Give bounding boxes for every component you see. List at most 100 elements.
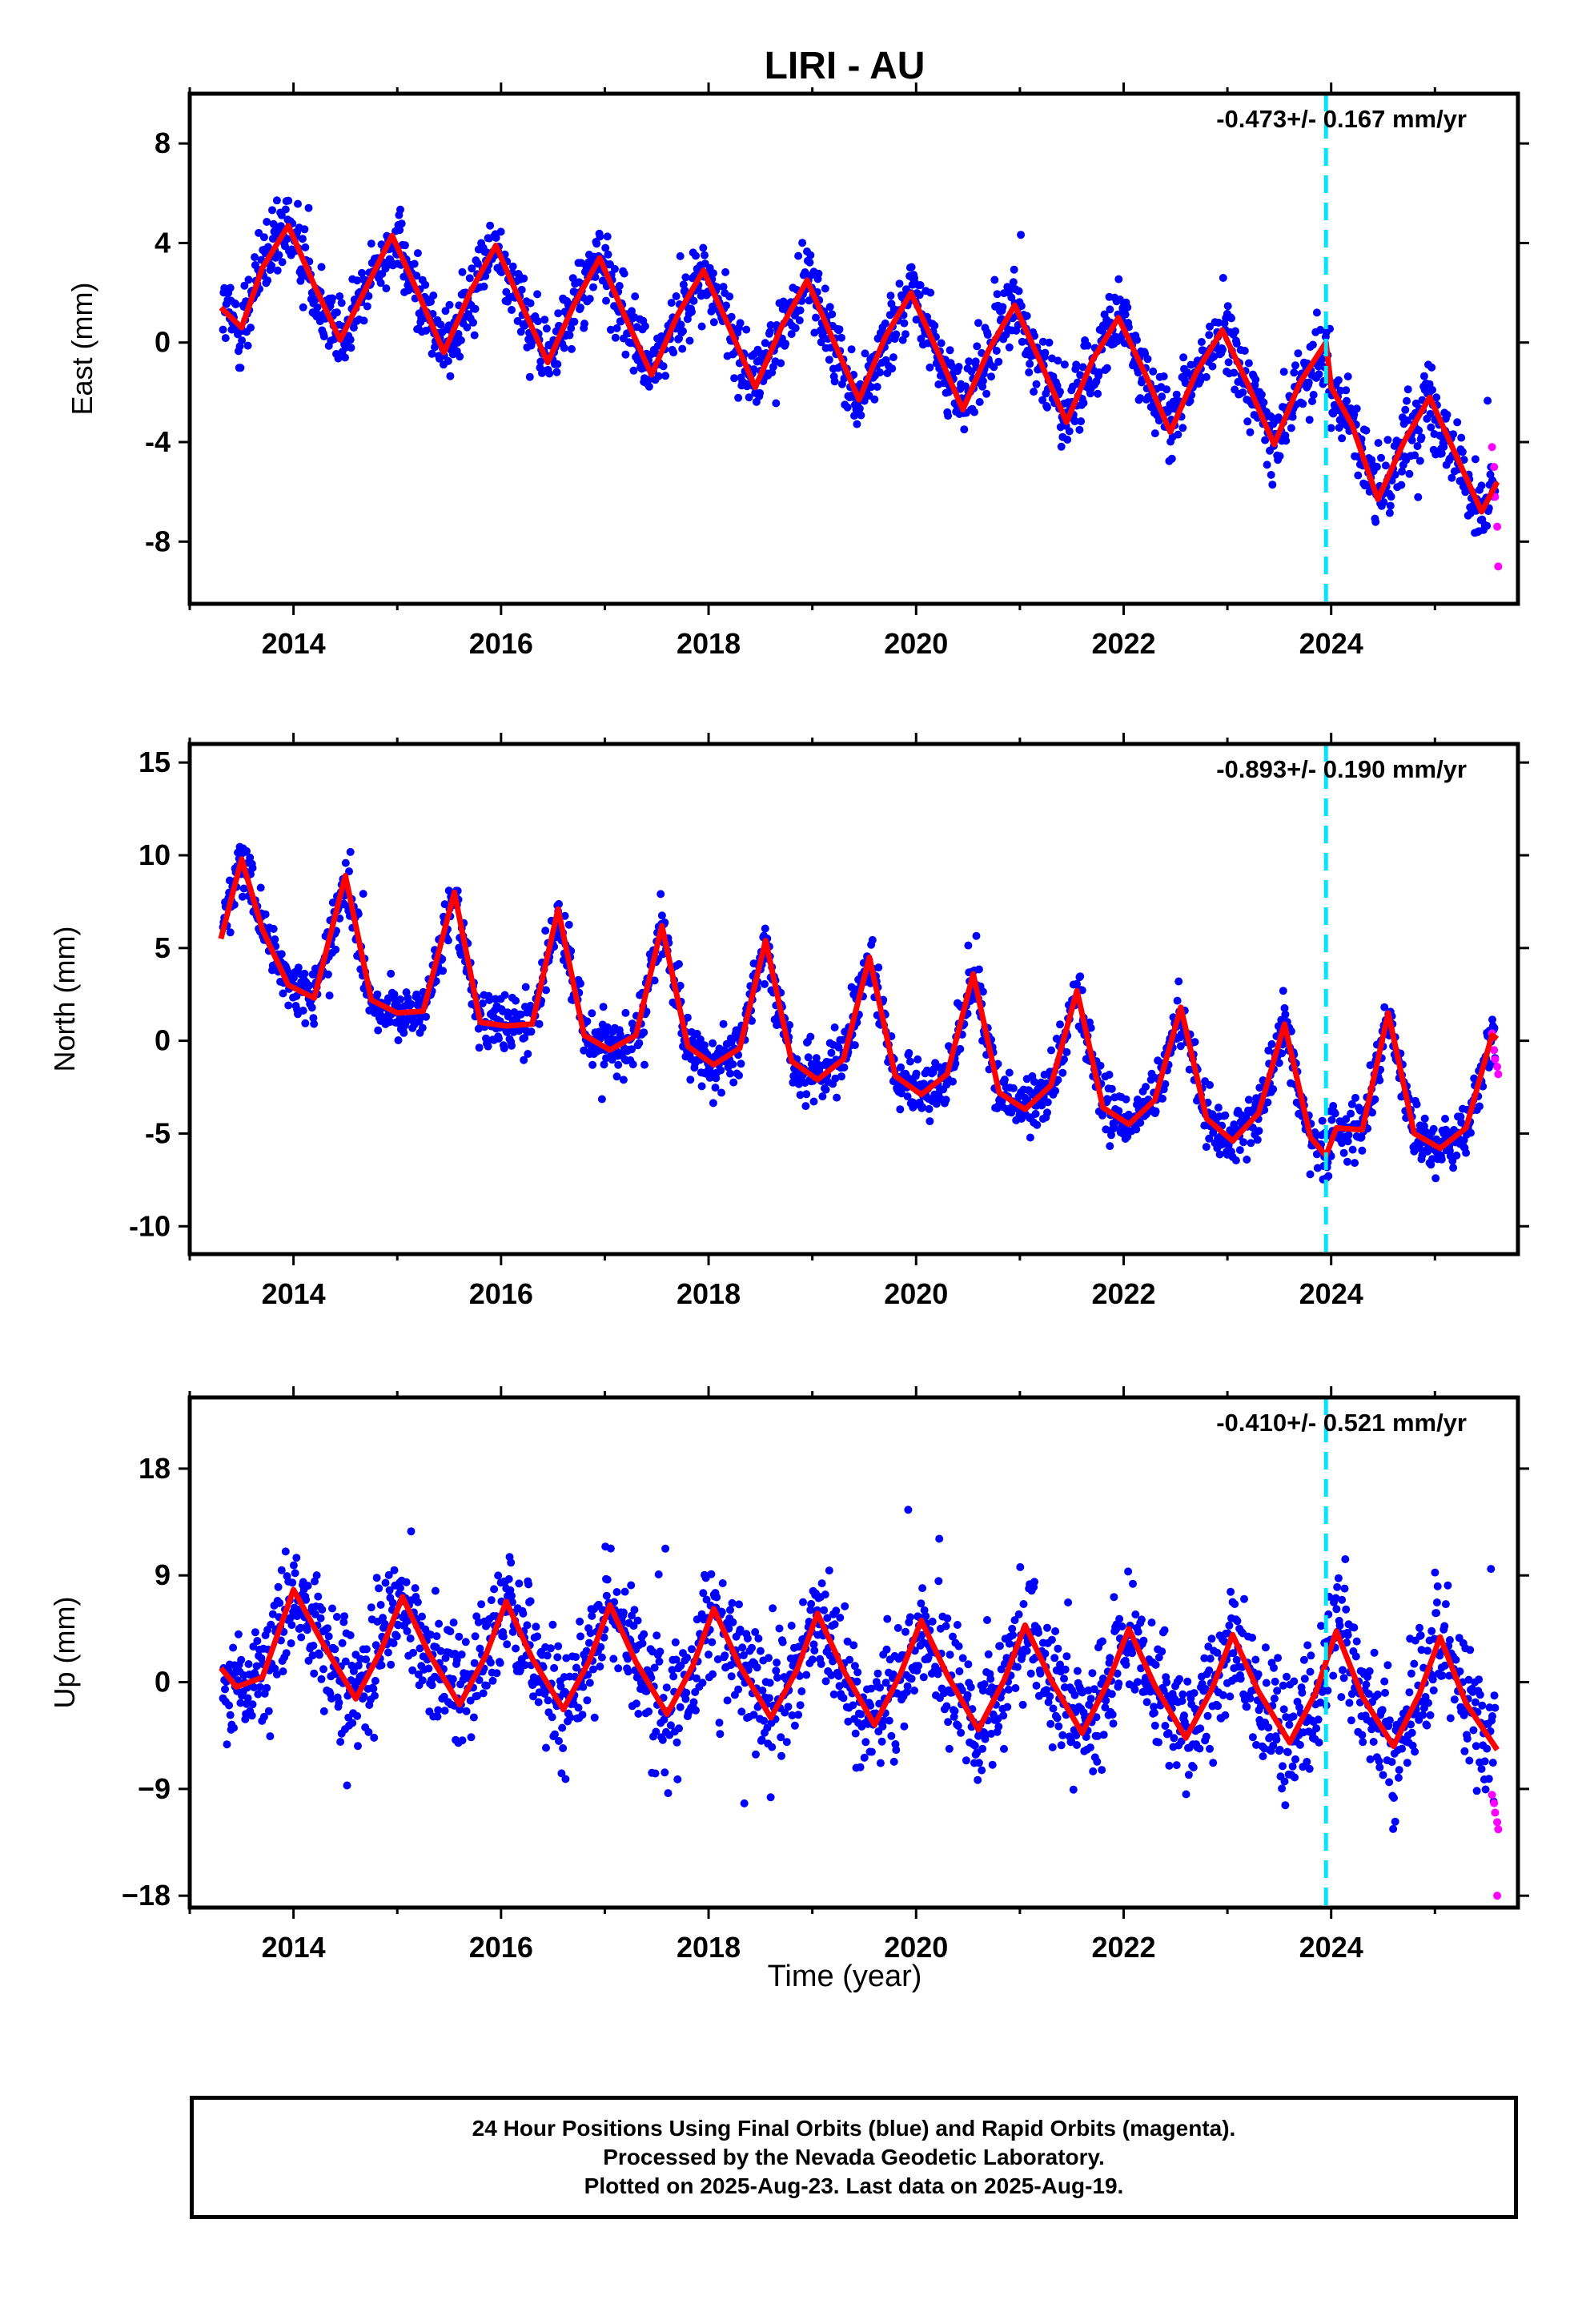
final-point xyxy=(630,1606,639,1614)
final-point xyxy=(1343,396,1351,405)
final-point xyxy=(1083,341,1092,350)
final-point xyxy=(1017,302,1026,311)
final-point xyxy=(726,1606,734,1614)
final-point xyxy=(688,1645,696,1654)
final-point xyxy=(802,1090,811,1099)
final-point xyxy=(973,342,982,351)
final-point xyxy=(676,981,685,990)
final-point xyxy=(810,1647,819,1655)
final-point xyxy=(315,1651,323,1659)
final-point xyxy=(788,1711,797,1719)
final-point xyxy=(716,1730,725,1739)
final-point xyxy=(709,318,718,327)
final-point xyxy=(734,393,743,402)
final-point xyxy=(921,1612,930,1621)
final-point xyxy=(761,924,769,933)
final-point xyxy=(806,1606,815,1614)
final-point xyxy=(847,345,856,354)
x-tick-label: 2018 xyxy=(677,1277,741,1310)
final-point xyxy=(735,1071,743,1080)
final-point xyxy=(1033,1120,1042,1129)
final-point xyxy=(346,1631,355,1639)
final-point xyxy=(332,1613,341,1621)
final-point xyxy=(292,1554,301,1562)
final-point xyxy=(1221,1111,1230,1120)
final-point xyxy=(1114,275,1123,283)
final-point xyxy=(787,330,796,339)
final-point xyxy=(1214,318,1223,327)
final-point xyxy=(1247,1139,1255,1148)
final-point xyxy=(1243,1156,1251,1164)
final-point xyxy=(592,239,601,248)
final-point xyxy=(853,1677,861,1686)
x-tick-label: 2016 xyxy=(469,627,533,660)
final-point xyxy=(614,1664,623,1673)
x-tick-label: 2018 xyxy=(677,627,741,660)
final-point xyxy=(328,1604,336,1613)
final-point xyxy=(615,282,624,290)
final-point xyxy=(611,333,620,342)
final-point xyxy=(1317,356,1326,364)
final-point xyxy=(362,1645,371,1654)
final-point xyxy=(812,1054,821,1063)
final-point xyxy=(296,1623,305,1632)
final-point xyxy=(1268,480,1277,489)
final-point xyxy=(752,1750,760,1759)
final-point xyxy=(1420,1114,1429,1123)
final-point xyxy=(1205,1134,1214,1143)
final-point xyxy=(1259,398,1268,407)
final-point xyxy=(243,1694,252,1703)
final-point xyxy=(1102,364,1111,372)
final-point xyxy=(349,324,358,332)
final-point xyxy=(572,1653,580,1662)
final-point xyxy=(486,221,495,230)
final-point xyxy=(392,1632,401,1641)
final-point xyxy=(431,1586,440,1595)
final-point xyxy=(469,1713,478,1722)
final-point xyxy=(1032,380,1041,388)
final-point xyxy=(294,963,303,972)
final-point xyxy=(335,292,344,300)
final-point xyxy=(243,341,252,350)
final-point xyxy=(851,1729,860,1738)
final-point xyxy=(688,308,696,316)
final-point xyxy=(226,283,235,292)
final-point xyxy=(889,353,897,362)
final-point xyxy=(582,1647,591,1655)
final-point xyxy=(372,1574,381,1582)
final-point xyxy=(1279,987,1287,995)
final-point xyxy=(1457,1118,1466,1127)
final-point xyxy=(867,383,876,392)
final-point xyxy=(496,227,505,236)
final-point xyxy=(672,1655,681,1664)
final-point xyxy=(1343,372,1352,381)
final-point xyxy=(868,935,877,944)
final-point xyxy=(606,325,615,334)
final-point xyxy=(790,1721,799,1730)
final-point xyxy=(359,316,368,325)
final-point xyxy=(719,1019,728,1028)
final-point xyxy=(1405,469,1414,478)
final-point xyxy=(1383,436,1392,444)
final-point xyxy=(942,1622,950,1630)
final-point xyxy=(975,398,984,406)
final-point xyxy=(252,1662,261,1671)
final-point xyxy=(427,1630,435,1639)
final-point xyxy=(284,1001,293,1010)
final-point xyxy=(659,362,668,371)
final-point xyxy=(655,1657,664,1666)
final-point xyxy=(1158,392,1166,401)
final-point xyxy=(736,1625,745,1634)
final-point xyxy=(1239,388,1247,397)
final-point xyxy=(323,970,332,979)
final-point xyxy=(584,1638,593,1647)
final-point xyxy=(727,1672,736,1681)
final-point xyxy=(1136,1119,1145,1127)
final-point xyxy=(328,899,337,907)
final-point xyxy=(264,1707,273,1715)
final-point xyxy=(686,1076,695,1084)
y-tick-label: 0 xyxy=(155,326,171,359)
final-point xyxy=(832,1606,841,1615)
final-point xyxy=(474,1618,483,1626)
final-point xyxy=(942,1096,950,1104)
